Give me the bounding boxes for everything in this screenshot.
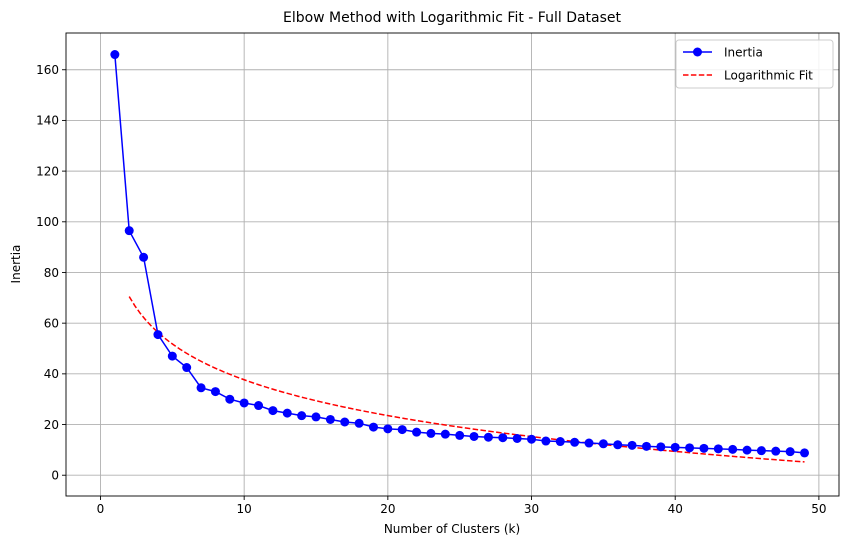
inertia-point (570, 437, 580, 447)
x-tick-label: 30 (524, 502, 539, 516)
y-tick-label: 120 (36, 164, 59, 178)
legend-inertia-label: Inertia (724, 46, 763, 60)
inertia-point (627, 440, 637, 450)
inertia-point (483, 432, 493, 442)
inertia-point (527, 434, 537, 444)
inertia-point (426, 428, 436, 438)
y-tick-label: 140 (36, 114, 59, 128)
inertia-point (670, 442, 680, 452)
y-tick-label: 20 (44, 418, 59, 432)
inertia-point (196, 383, 206, 393)
y-tick-label: 160 (36, 63, 59, 77)
inertia-point (325, 414, 335, 424)
plot-frame (65, 32, 840, 497)
inertia-point (282, 408, 292, 418)
x-tick-label: 10 (237, 502, 252, 516)
inertia-point (613, 440, 623, 450)
fit-layer (128, 296, 805, 463)
y-axis-label: Inertia (9, 245, 23, 284)
inertia-point (641, 441, 651, 451)
legend: Inertia Logarithmic Fit (675, 39, 834, 89)
y-tick-label: 40 (44, 367, 59, 381)
inertia-point (340, 417, 350, 427)
inertia-point (785, 447, 795, 457)
inertia-point (397, 425, 407, 435)
inertia-point (124, 226, 134, 236)
inertia-point (254, 401, 264, 411)
inertia-point (268, 406, 278, 416)
grid-lines (66, 33, 839, 496)
inertia-point (498, 433, 508, 443)
inertia-point (541, 436, 551, 446)
inertia-point (512, 433, 522, 443)
inertia-point (800, 448, 810, 458)
inertia-point (225, 394, 235, 404)
y-tick-label: 80 (44, 266, 59, 280)
inertia-point (239, 398, 249, 408)
inertia-point (598, 439, 608, 449)
inertia-point (656, 442, 666, 452)
inertia-point (297, 411, 307, 421)
inertia-point (139, 252, 149, 262)
y-tick-label: 60 (44, 316, 59, 330)
inertia-point (728, 444, 738, 454)
inertia-point (383, 424, 393, 434)
inertia-point (354, 418, 364, 428)
inertia-point (584, 438, 594, 448)
inertia-point (469, 431, 479, 441)
y-tick-label: 100 (36, 215, 59, 229)
series-layer (110, 50, 810, 458)
inertia-point (756, 446, 766, 456)
legend-box (675, 39, 834, 89)
logarithmic-fit-line (128, 296, 805, 463)
inertia-point (167, 351, 177, 361)
inertia-point (742, 445, 752, 455)
inertia-point (210, 387, 220, 397)
x-tick-label: 0 (97, 502, 105, 516)
inertia-point (440, 429, 450, 439)
inertia-point (110, 50, 120, 60)
inertia-point (153, 330, 163, 340)
legend-fit-label: Logarithmic Fit (724, 69, 813, 83)
x-axis-label: Number of Clusters (k) (384, 522, 520, 536)
x-tick-label: 20 (380, 502, 395, 516)
inertia-point (685, 443, 695, 453)
y-axis-ticks: 0 20 40 60 80 100 120 140 160 (36, 63, 66, 483)
x-tick-label: 50 (811, 502, 826, 516)
inertia-point (412, 427, 422, 437)
inertia-point (699, 443, 709, 453)
inertia-point (455, 430, 465, 440)
chart-title: Elbow Method with Logarithmic Fit - Full… (283, 10, 622, 26)
inertia-point (771, 446, 781, 456)
y-tick-label: 0 (51, 469, 59, 483)
inertia-point (368, 422, 378, 432)
inertia-point (182, 363, 192, 373)
legend-inertia-marker (693, 47, 702, 57)
inertia-point (555, 437, 565, 447)
inertia-point (713, 444, 723, 454)
inertia-point (311, 412, 321, 422)
x-axis-ticks: 0 10 20 30 40 50 (97, 496, 827, 516)
x-tick-label: 40 (668, 502, 683, 516)
